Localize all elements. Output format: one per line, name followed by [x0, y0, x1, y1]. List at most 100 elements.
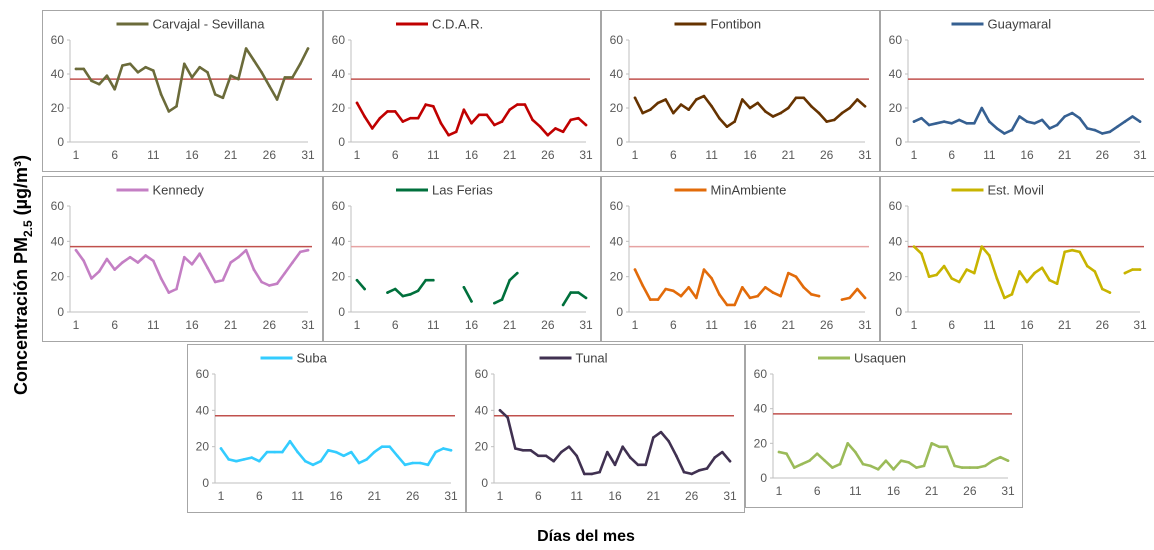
- data-point: [531, 118, 534, 122]
- data-point: [965, 122, 969, 125]
- series-line: [355, 278, 366, 291]
- x-tick-label: 16: [465, 148, 479, 162]
- data-point: [1108, 130, 1112, 134]
- data-point: [785, 452, 788, 456]
- data-point: [848, 296, 851, 300]
- data-point: [159, 277, 163, 280]
- data-point: [1138, 120, 1142, 123]
- x-tick-label: 21: [925, 484, 939, 498]
- data-point: [705, 467, 709, 470]
- data-point: [999, 455, 1002, 459]
- data-point: [363, 115, 366, 118]
- y-tick-label: 20: [51, 270, 65, 284]
- data-point: [569, 118, 573, 122]
- data-point: [419, 461, 422, 465]
- data-point: [861, 462, 865, 466]
- data-point: [1025, 120, 1029, 123]
- y-tick-label: 60: [196, 367, 210, 381]
- data-point: [416, 289, 420, 293]
- x-tick-label: 16: [329, 489, 343, 503]
- data-point: [1010, 293, 1014, 296]
- x-tick-label: 16: [608, 489, 622, 503]
- data-point: [702, 94, 706, 98]
- y-tick-label: 40: [475, 403, 489, 417]
- data-point: [355, 101, 359, 105]
- x-tick-label: 26: [685, 489, 699, 503]
- data-point: [493, 123, 496, 127]
- data-point: [876, 468, 880, 471]
- data-point: [953, 464, 956, 468]
- data-point: [930, 442, 933, 445]
- legend-label: MinAmbiente: [711, 183, 787, 198]
- data-point: [350, 450, 353, 454]
- data-point: [884, 459, 888, 462]
- data-point: [221, 278, 225, 282]
- x-tick-label: 11: [705, 148, 718, 162]
- x-tick-label: 11: [427, 318, 440, 332]
- data-point: [863, 296, 867, 300]
- data-point: [823, 459, 827, 462]
- data-point: [144, 65, 147, 69]
- x-axis-title: Días del mes: [537, 528, 635, 545]
- data-point: [756, 294, 759, 298]
- data-point: [439, 122, 443, 125]
- data-point: [968, 466, 972, 469]
- data-point: [995, 277, 999, 280]
- x-tick-label: 16: [743, 318, 757, 332]
- x-tick-label: 31: [723, 489, 737, 503]
- data-point: [283, 76, 287, 79]
- data-point: [659, 430, 663, 434]
- data-point: [690, 472, 693, 476]
- data-point: [82, 67, 86, 71]
- x-tick-label: 1: [497, 489, 504, 503]
- data-point: [167, 291, 171, 294]
- y-tick-label: 20: [475, 440, 489, 454]
- y-tick-label: 20: [610, 101, 624, 115]
- data-point: [779, 294, 782, 298]
- data-point: [912, 245, 916, 248]
- data-point: [695, 296, 698, 300]
- data-point: [787, 271, 790, 275]
- y-tick-label: 40: [196, 403, 210, 417]
- y-tick-label: 0: [57, 135, 64, 149]
- y-tick-label: 0: [202, 476, 209, 490]
- data-point: [922, 464, 926, 468]
- legend-label: Tunal: [576, 351, 608, 366]
- x-tick-label: 1: [632, 148, 639, 162]
- data-point: [319, 459, 322, 463]
- data-point: [97, 270, 101, 273]
- y-tick-label: 40: [51, 234, 65, 248]
- x-tick-label: 1: [776, 484, 783, 498]
- data-point: [403, 463, 407, 467]
- data-point: [447, 133, 450, 137]
- data-point: [508, 278, 511, 282]
- x-tick-label: 31: [1133, 318, 1147, 332]
- x-tick-label: 16: [1020, 148, 1034, 162]
- y-tick-label: 60: [51, 33, 65, 47]
- data-point: [298, 62, 302, 66]
- x-tick-label: 26: [263, 318, 277, 332]
- data-point: [1018, 270, 1021, 273]
- y-tick-label: 0: [616, 135, 623, 149]
- data-point: [567, 445, 571, 448]
- y-tick-label: 60: [889, 199, 903, 213]
- y-tick-label: 0: [57, 305, 64, 319]
- x-tick-label: 31: [579, 318, 593, 332]
- data-point: [672, 111, 675, 115]
- x-tick-label: 26: [820, 148, 834, 162]
- data-point: [636, 463, 640, 467]
- data-point: [1085, 264, 1089, 268]
- y-tick-label: 0: [760, 471, 767, 485]
- data-point: [167, 110, 171, 113]
- data-point: [291, 261, 294, 264]
- x-tick-label: 21: [782, 318, 796, 332]
- y-tick-label: 20: [889, 270, 903, 284]
- data-point: [606, 450, 609, 454]
- x-tick-label: 31: [579, 148, 593, 162]
- data-point: [695, 98, 698, 101]
- data-point: [561, 303, 565, 307]
